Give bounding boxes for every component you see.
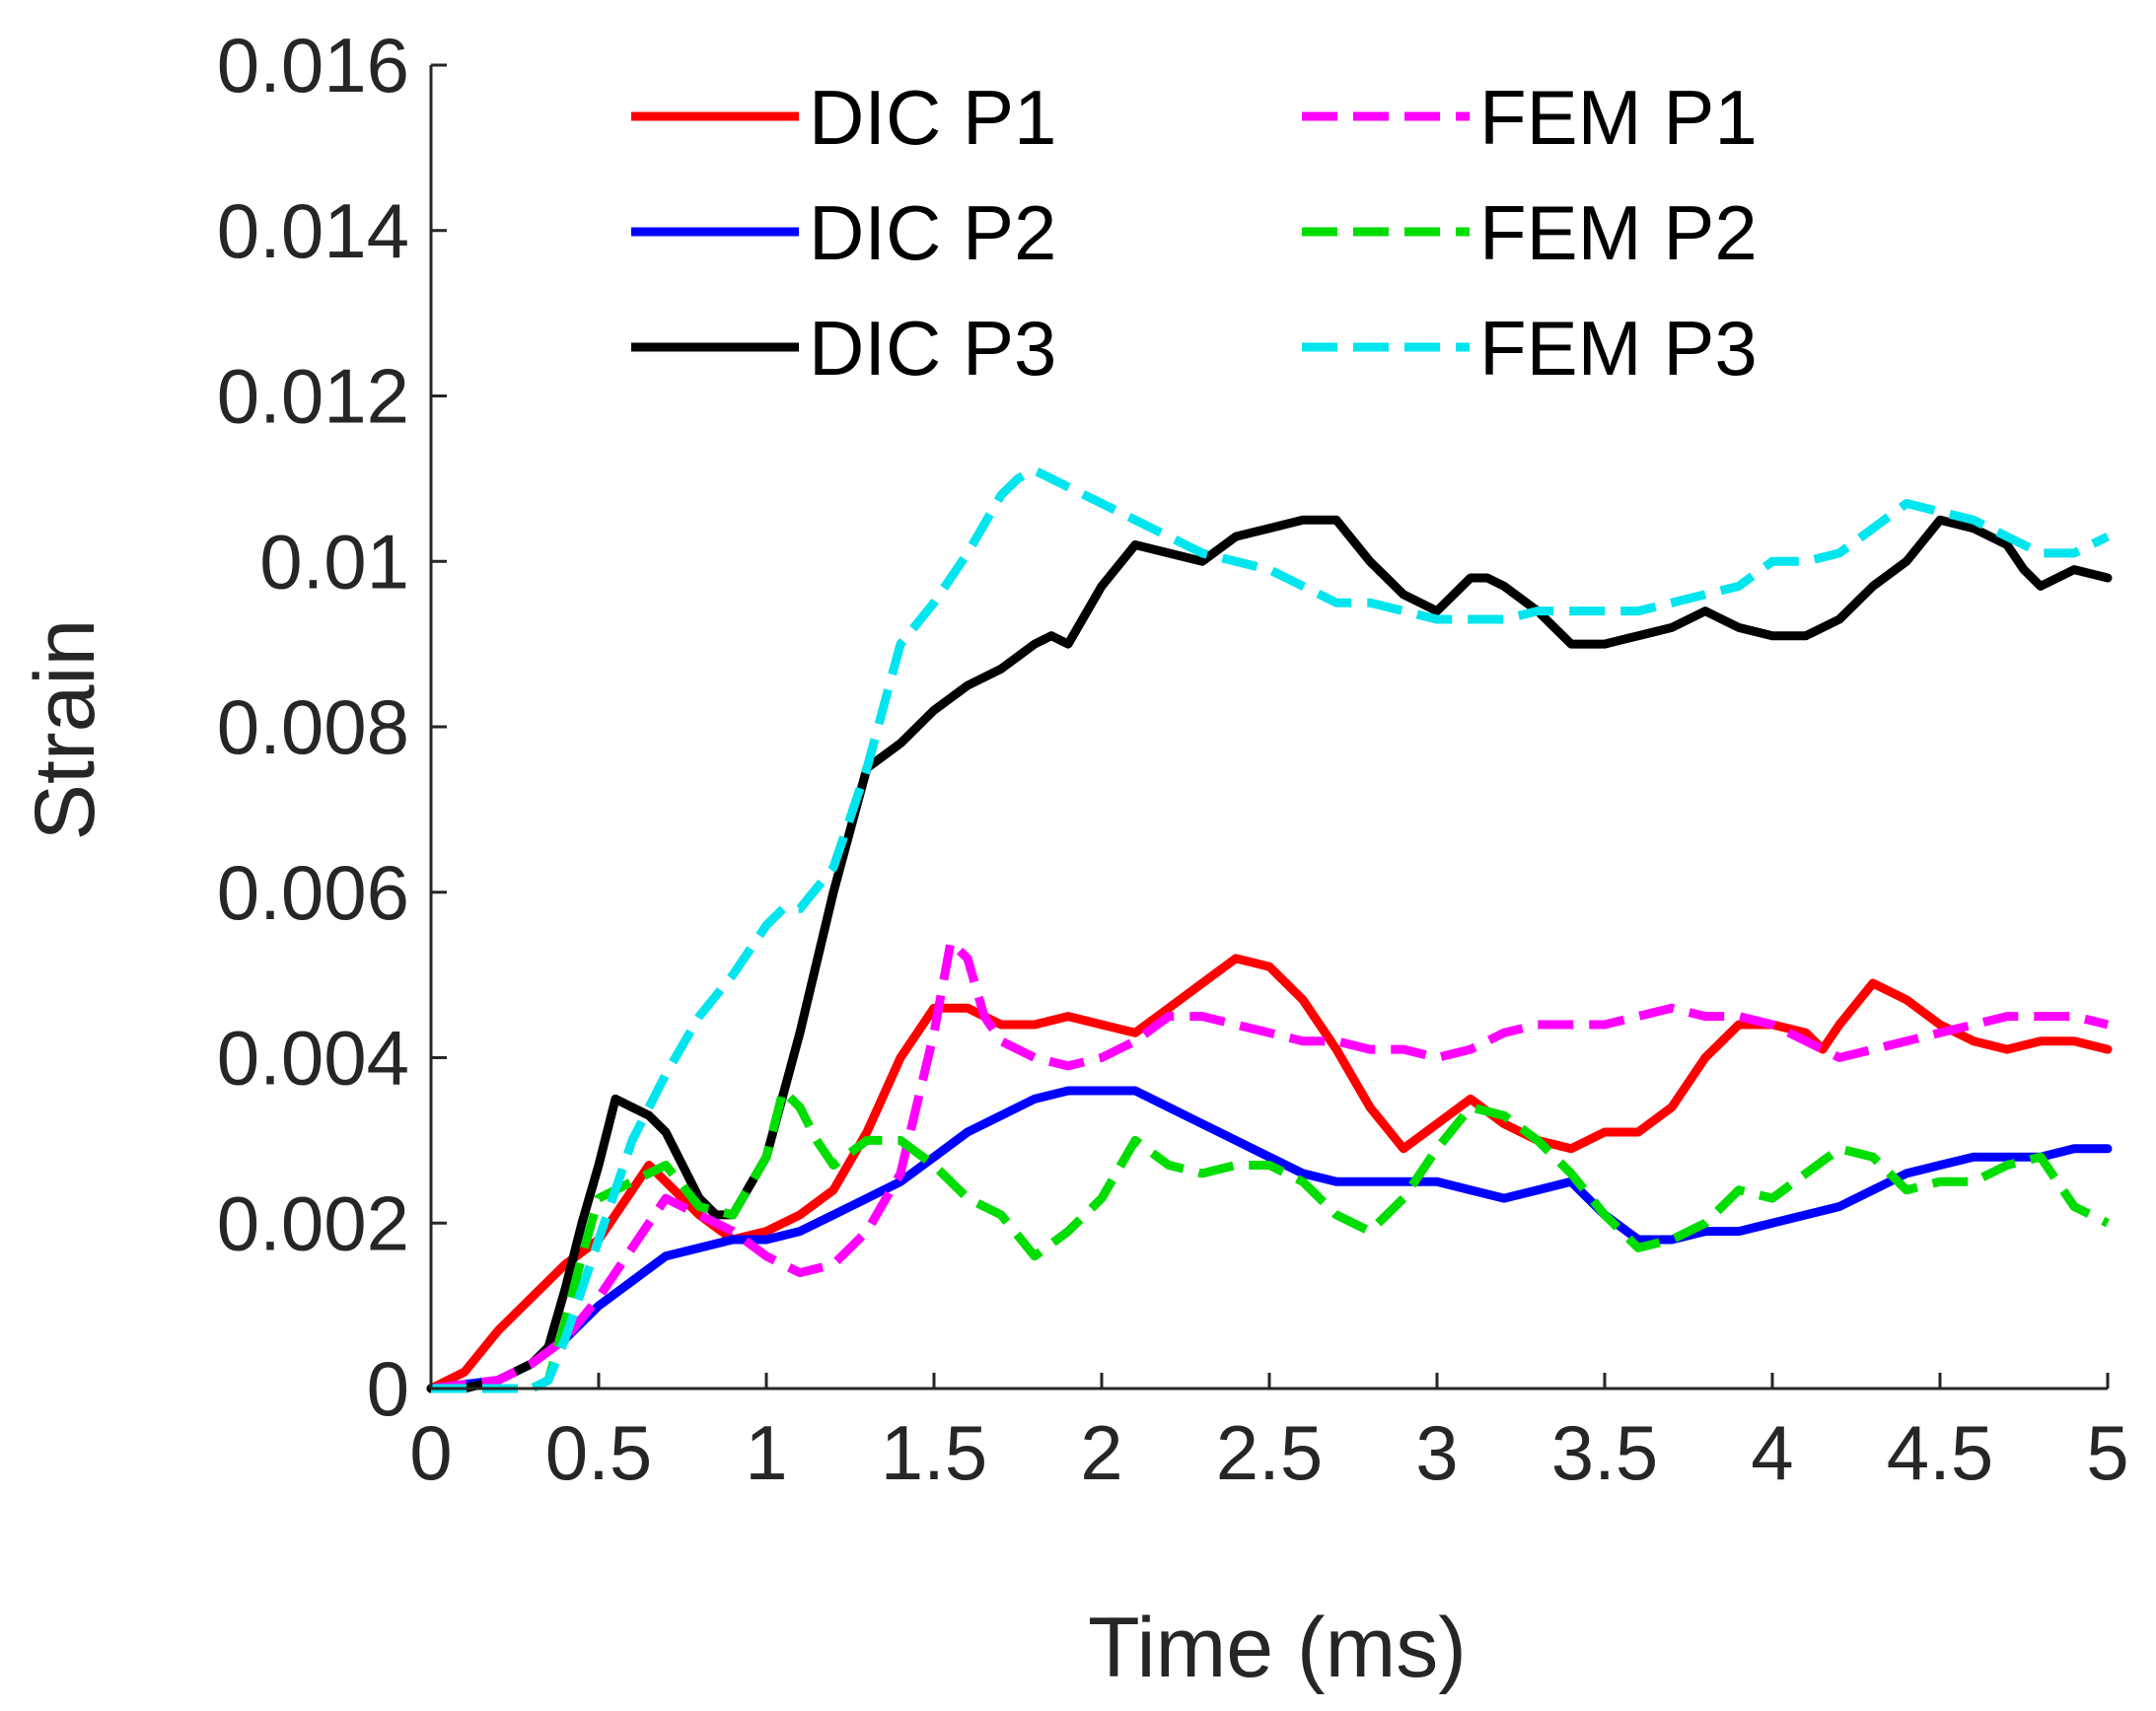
legend-label-dic-p1: DIC P1 <box>809 74 1056 161</box>
series-line-dic-p1 <box>426 954 2113 1393</box>
y-tick-label: 0.008 <box>217 683 409 770</box>
series-line-fem-p2 <box>431 1086 2110 1393</box>
legend: DIC P1 DIC P2 DIC P3 FEM P1 FEM P2 FEM P3 <box>631 74 1758 392</box>
y-tick-label: 0 <box>367 1345 409 1432</box>
y-tick-label: 0.016 <box>217 22 409 108</box>
x-tick-label: 1.5 <box>881 1409 987 1496</box>
x-tick-label: 0 <box>409 1409 452 1496</box>
x-tick-label: 3 <box>1415 1409 1458 1496</box>
x-tick-label: 1 <box>745 1409 787 1496</box>
series-layer <box>426 465 2113 1393</box>
legend-label-fem-p1: FEM P1 <box>1479 74 1758 161</box>
x-tick-label: 3.5 <box>1551 1409 1658 1496</box>
y-tick-label: 0.002 <box>217 1179 409 1266</box>
y-tick-label: 0.01 <box>259 518 409 605</box>
x-tick-label: 4 <box>1751 1409 1793 1496</box>
x-tick-label: 2 <box>1080 1409 1122 1496</box>
y-axis-title: Strain <box>18 619 112 841</box>
y-tick-label: 0.012 <box>217 353 409 440</box>
x-axis-title: Time (ms) <box>1088 1601 1467 1695</box>
legend-label-dic-p3: DIC P3 <box>809 305 1056 392</box>
legend-label-fem-p2: FEM P2 <box>1479 189 1758 276</box>
series-line-fem-p1 <box>430 937 2110 1393</box>
y-tick-label: 0.004 <box>217 1015 409 1102</box>
x-tick-label: 2.5 <box>1216 1409 1323 1496</box>
y-tick-label: 0.014 <box>217 187 409 274</box>
x-tick-label: 4.5 <box>1887 1409 1993 1496</box>
x-tick-label: 0.5 <box>545 1409 652 1496</box>
legend-label-dic-p2: DIC P2 <box>809 189 1056 276</box>
ticks-layer: 0 0.5 1 1.5 2 2.5 3 3.5 4 4.5 5 0 0.002 0.004 0.006 0.0… <box>217 22 2129 1496</box>
x-tick-label: 5 <box>2086 1409 2128 1496</box>
series-line-dic-p3 <box>426 515 2113 1393</box>
y-tick-label: 0.006 <box>217 849 409 936</box>
series-line-fem-p3 <box>431 465 2110 1393</box>
series-line-dic-p2 <box>426 1086 2113 1393</box>
legend-label-fem-p3: FEM P3 <box>1479 305 1758 392</box>
